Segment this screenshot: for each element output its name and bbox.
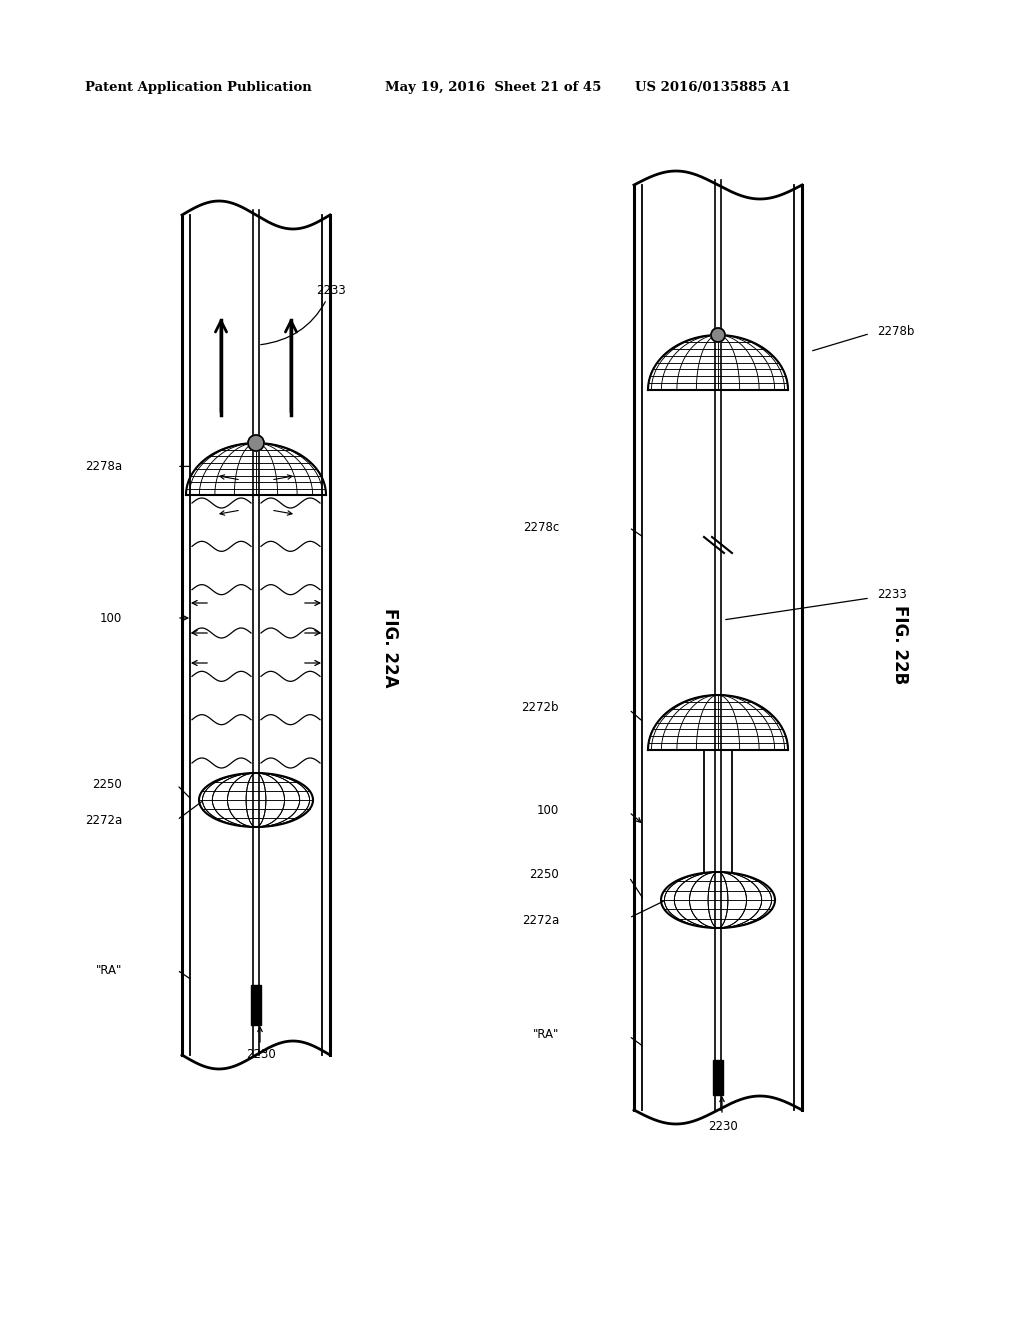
Text: 100: 100 bbox=[537, 804, 559, 817]
Text: 2272a: 2272a bbox=[522, 913, 559, 927]
Text: May 19, 2016  Sheet 21 of 45: May 19, 2016 Sheet 21 of 45 bbox=[385, 82, 601, 95]
Text: 2278b: 2278b bbox=[877, 325, 914, 338]
Text: "RA": "RA" bbox=[95, 964, 122, 977]
Circle shape bbox=[248, 436, 264, 451]
Text: 2230: 2230 bbox=[246, 1048, 275, 1061]
Text: 2233: 2233 bbox=[261, 284, 346, 345]
Text: FIG. 22B: FIG. 22B bbox=[891, 606, 909, 685]
Text: Patent Application Publication: Patent Application Publication bbox=[85, 82, 311, 95]
Text: 2272a: 2272a bbox=[85, 813, 122, 826]
Text: 2250: 2250 bbox=[529, 869, 559, 882]
Bar bbox=[713, 1060, 723, 1096]
Text: "RA": "RA" bbox=[532, 1027, 559, 1040]
Text: 100: 100 bbox=[99, 611, 122, 624]
Bar bbox=[251, 985, 261, 1026]
Circle shape bbox=[711, 327, 725, 342]
Text: 2278c: 2278c bbox=[522, 521, 559, 535]
Text: FIG. 22A: FIG. 22A bbox=[381, 607, 399, 688]
Text: 2250: 2250 bbox=[92, 779, 122, 792]
Text: 2278a: 2278a bbox=[85, 459, 122, 473]
Text: 2272b: 2272b bbox=[521, 701, 559, 714]
Text: 2230: 2230 bbox=[709, 1121, 738, 1134]
Text: 2233: 2233 bbox=[877, 589, 906, 602]
Text: US 2016/0135885 A1: US 2016/0135885 A1 bbox=[635, 82, 791, 95]
